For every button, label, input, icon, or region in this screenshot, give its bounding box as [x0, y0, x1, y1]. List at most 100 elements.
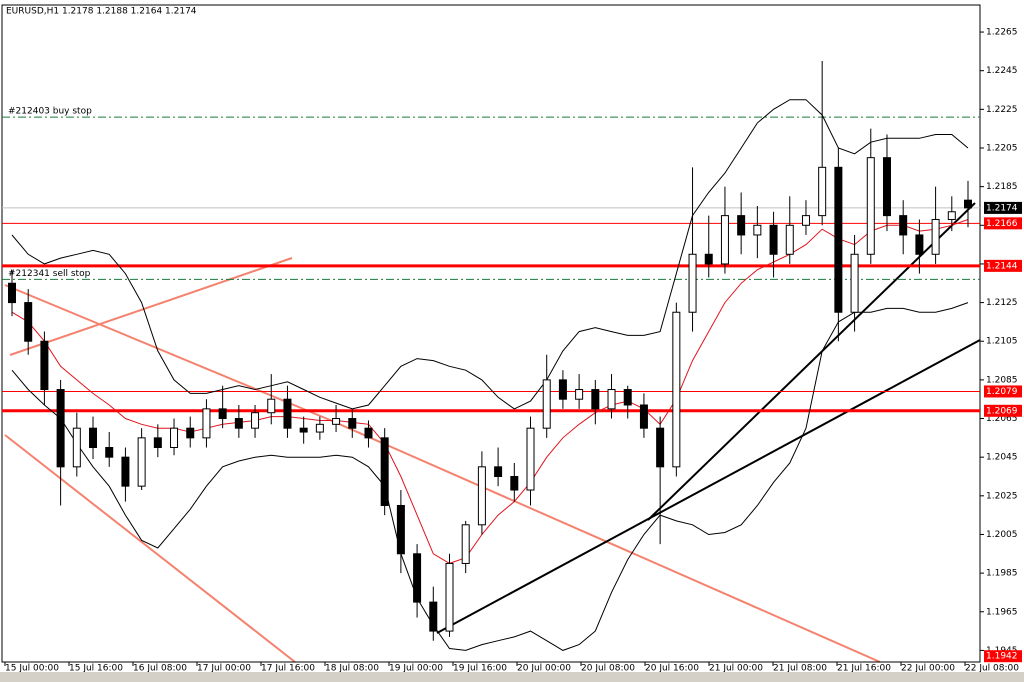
candle-body — [947, 211, 956, 220]
candle-body — [202, 408, 211, 439]
x-tick-label: 20 Jul 16:00 — [645, 664, 699, 674]
axis-background — [981, 0, 1024, 667]
y-tick-label: 1.2245 — [986, 66, 1018, 76]
candle-body — [964, 199, 972, 209]
x-tick-label: 19 Jul 16:00 — [453, 664, 507, 674]
candle-body — [542, 379, 551, 429]
x-tick-label: 20 Jul 08:00 — [581, 664, 635, 674]
y-tick-label: 1.2045 — [986, 453, 1018, 463]
candle-body — [915, 234, 924, 255]
candle-body — [105, 447, 114, 458]
x-tick-label: 16 Jul 08:00 — [133, 664, 187, 674]
candle-body — [607, 389, 616, 410]
candle-body — [575, 389, 584, 400]
candle-body — [720, 215, 729, 265]
price-label-box — [984, 217, 1022, 230]
y-tick-label: 1.2225 — [986, 105, 1018, 115]
candle-body — [850, 253, 859, 313]
candle-body — [299, 427, 308, 433]
candle-body — [445, 562, 454, 632]
x-tick-label: 20 Jul 00:00 — [517, 664, 571, 674]
price-label-box — [984, 650, 1022, 663]
candle-body — [899, 215, 908, 236]
candle-body — [170, 427, 179, 449]
y-tick-label: 1.2265 — [986, 28, 1018, 38]
y-tick-label: 1.2185 — [986, 182, 1018, 192]
candle-body — [121, 456, 130, 487]
plot-frame — [1, 4, 981, 663]
price-label: 1.2079 — [986, 387, 1018, 397]
price-label: 1.2166 — [986, 219, 1018, 229]
x-tick-label: 19 Jul 00:00 — [389, 664, 443, 674]
candle-body — [24, 302, 33, 342]
y-tick-label: 1.2205 — [986, 143, 1018, 153]
candle-body — [315, 423, 324, 433]
candle-body — [834, 166, 843, 313]
price-label-box — [984, 404, 1022, 417]
candle-body — [153, 437, 162, 449]
candle-body — [89, 427, 98, 449]
candle-body — [413, 553, 422, 603]
y-tick-label: 1.2125 — [986, 298, 1018, 308]
trendline — [436, 339, 981, 634]
trendline — [9, 257, 293, 356]
candle-body — [251, 412, 260, 429]
candle-body — [234, 418, 243, 429]
candle-body — [8, 282, 16, 304]
candle-body — [785, 224, 794, 255]
taskbar — [0, 672, 1024, 682]
candle-body — [882, 157, 891, 217]
candle-body — [40, 340, 49, 391]
trendline — [4, 284, 331, 421]
trendline — [4, 434, 296, 663]
candle-body — [704, 253, 713, 265]
level-label: #212403 buy stop — [8, 107, 92, 117]
level-label: #212341 sell stop — [8, 269, 91, 279]
candle-body — [396, 504, 405, 555]
price-label: 1.2144 — [986, 261, 1018, 271]
x-tick-label: 18 Jul 08:00 — [325, 664, 379, 674]
y-tick-label: 1.2025 — [986, 491, 1018, 501]
x-tick-label: 21 Jul 08:00 — [773, 664, 827, 674]
candle-body — [72, 427, 81, 468]
candle-body — [56, 389, 65, 468]
candle-body — [510, 475, 519, 491]
trendlines — [4, 202, 981, 663]
y-tick-label: 1.2065 — [986, 414, 1018, 424]
candle-body — [769, 224, 778, 255]
candle-body — [558, 379, 567, 400]
candle-body — [494, 466, 503, 477]
y-tick-label: 1.1965 — [986, 607, 1018, 617]
x-tick-label: 15 Jul 00:00 — [5, 664, 59, 674]
y-tick-label: 1.2085 — [986, 375, 1018, 385]
candle-body — [477, 466, 486, 526]
candle-body — [818, 166, 827, 217]
indicator-line — [11, 302, 969, 651]
candle-body — [656, 427, 665, 468]
candle-body — [688, 253, 697, 313]
x-tick-label: 15 Jul 16:00 — [69, 664, 123, 674]
x-tick-label: 22 Jul 08:00 — [965, 664, 1019, 674]
candle-body — [866, 157, 875, 255]
candle-body — [348, 418, 357, 429]
chart-title: EURUSD,H1 1.2178 1.2188 1.2164 1.2174 — [6, 7, 197, 17]
price-label-box — [984, 385, 1022, 398]
candle-body — [461, 524, 470, 564]
candle-body — [931, 218, 940, 255]
price-label-box — [984, 201, 1022, 214]
y-tick-label: 1.1985 — [986, 569, 1018, 579]
candle-body — [283, 398, 292, 429]
candle-body — [753, 224, 762, 236]
price-label-box — [984, 259, 1022, 272]
candle-body — [801, 215, 810, 226]
candle-body — [623, 389, 632, 406]
candle-body — [526, 427, 535, 491]
trendline — [329, 419, 881, 663]
candle-body — [267, 398, 276, 414]
price-label: 1.2174 — [986, 203, 1018, 213]
indicator-line — [11, 99, 969, 410]
candle-body — [429, 601, 438, 632]
candle-body — [137, 437, 146, 487]
trendline — [647, 202, 976, 521]
